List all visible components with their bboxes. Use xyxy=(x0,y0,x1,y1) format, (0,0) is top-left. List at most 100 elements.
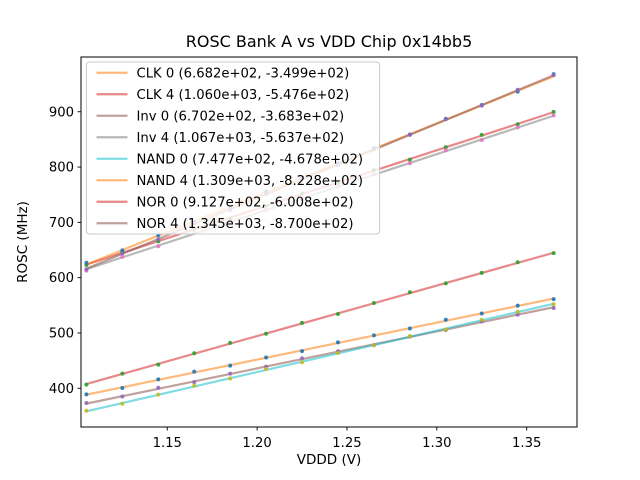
scatter-point-clk-0 xyxy=(479,311,484,316)
scatter-point-nor-4 xyxy=(156,237,161,242)
scatter-point-inv-4 xyxy=(479,138,484,143)
scatter-point-clk-4 xyxy=(551,109,556,114)
fit-line-clk-0 xyxy=(85,297,555,396)
legend-entry: CLK 4 (1.060e+03, -5.476e+02) xyxy=(96,88,350,103)
scatter-point-nand-4 xyxy=(84,260,89,265)
scatter-point-inv-0 xyxy=(551,306,556,311)
scatter-point-nor-0 xyxy=(443,281,448,286)
scatter-point-nand-0 xyxy=(228,376,233,381)
scatter-point-inv-4 xyxy=(515,125,520,130)
scatter-point-nor-4 xyxy=(443,117,448,122)
legend-entry-label: CLK 0 (6.682e+02, -3.499e+02) xyxy=(137,66,350,81)
scatter-point-nor-0 xyxy=(156,362,161,367)
scatter-point-clk-0 xyxy=(264,355,269,360)
scatter-point-nor-0 xyxy=(192,351,197,356)
scatter-point-nand-0 xyxy=(479,317,484,322)
scatter-point-nor-0 xyxy=(515,260,520,265)
scatter-point-nor-0 xyxy=(228,340,233,345)
scatter-point-inv-4 xyxy=(407,161,412,166)
scatter-point-clk-0 xyxy=(192,369,197,374)
scatter-point-clk-0 xyxy=(120,385,125,390)
scatter-point-nor-4 xyxy=(551,73,556,78)
scatter-point-clk-4 xyxy=(407,157,412,162)
scatter-point-nor-0 xyxy=(264,331,269,336)
scatter-point-clk-0 xyxy=(515,303,520,308)
legend-entry: CLK 0 (6.682e+02, -3.499e+02) xyxy=(96,66,350,81)
scatter-point-clk-0 xyxy=(228,363,233,368)
scatter-point-clk-4 xyxy=(479,132,484,137)
scatter-point-clk-0 xyxy=(551,297,556,302)
scatter-point-inv-4 xyxy=(156,244,161,249)
scatter-point-nor-4 xyxy=(84,267,89,272)
plot-frame xyxy=(80,56,578,428)
scatter-point-inv-0 xyxy=(515,312,520,317)
y-tick-label: 700 xyxy=(49,216,74,231)
scatter-point-clk-0 xyxy=(443,317,448,322)
scatter-point-nand-4 xyxy=(120,248,125,253)
scatter-point-nand-0 xyxy=(120,401,125,406)
scatter-point-nor-0 xyxy=(479,270,484,275)
scatter-point-clk-0 xyxy=(84,392,89,397)
scatter-point-clk-0 xyxy=(335,340,340,345)
scatter-point-nor-4 xyxy=(407,132,412,137)
scatter-point-inv-0 xyxy=(300,356,305,361)
fit-line-inv-0 xyxy=(85,306,555,405)
scatter-point-nor-4 xyxy=(479,103,484,108)
scatter-point-nand-0 xyxy=(156,392,161,397)
legend-entry: Inv 0 (6.702e+02, -3.683e+02) xyxy=(96,109,345,124)
legend-entry-label: Inv 0 (6.702e+02, -3.683e+02) xyxy=(137,109,345,124)
scatter-point-nor-0 xyxy=(120,371,125,376)
scatter-point-inv-0 xyxy=(192,380,197,385)
legend-entry: Inv 4 (1.067e+03, -5.637e+02) xyxy=(96,131,345,146)
scatter-point-nand-0 xyxy=(264,366,269,371)
x-tick-label: 1.15 xyxy=(153,436,182,451)
y-axis-label: ROSC (MHz) xyxy=(15,201,31,283)
scatter-point-nor-0 xyxy=(300,320,305,325)
scatter-point-nand-0 xyxy=(407,334,412,339)
scatter-point-nand-0 xyxy=(192,383,197,388)
fit-line-nor-0 xyxy=(85,251,555,386)
legend-entry: NAND 4 (1.309e+03, -8.228e+02) xyxy=(96,174,364,189)
scatter-point-nor-4 xyxy=(515,87,520,92)
scatter-point-nor-0 xyxy=(371,300,376,305)
y-tick-label: 400 xyxy=(49,382,74,397)
scatter-point-nand-0 xyxy=(335,351,340,356)
scatter-point-nand-0 xyxy=(84,408,89,413)
legend-entry: NOR 0 (9.127e+02, -6.008e+02) xyxy=(96,195,354,210)
scatter-point-inv-0 xyxy=(228,371,233,376)
legend-entry-label: NOR 0 (9.127e+02, -6.008e+02) xyxy=(137,195,354,210)
scatter-point-nand-0 xyxy=(300,360,305,365)
x-tick-label: 1.25 xyxy=(332,436,361,451)
fit-line-nand-0 xyxy=(85,302,555,413)
x-axis-label: VDDD (V) xyxy=(297,452,361,468)
legend: CLK 0 (6.682e+02, -3.499e+02) CLK 4 (1.06… xyxy=(86,61,380,235)
scatter-point-clk-4 xyxy=(443,145,448,150)
scatter-point-inv-4 xyxy=(551,113,556,118)
legend-entry-label: NAND 4 (1.309e+03, -8.228e+02) xyxy=(137,174,364,189)
scatter-point-inv-0 xyxy=(156,385,161,390)
legend-entry-label: CLK 4 (1.060e+03, -5.476e+02) xyxy=(137,88,350,103)
scatter-point-clk-4 xyxy=(515,122,520,127)
scatter-point-nand-0 xyxy=(443,327,448,332)
axis-ticks: 1.15 1.20 1.25 1.30 1.35 400 500 600 700 800 900 xyxy=(49,105,542,451)
scatter-point-inv-0 xyxy=(120,394,125,399)
legend-entry: NOR 4 (1.345e+03, -8.700e+02) xyxy=(96,217,354,232)
legend-box xyxy=(86,61,380,235)
scatter-point-nand-0 xyxy=(515,309,520,314)
scatter-point-nor-0 xyxy=(407,290,412,295)
scatter-point-clk-0 xyxy=(156,377,161,382)
x-tick-label: 1.35 xyxy=(512,436,541,451)
scatter-point-nor-4 xyxy=(120,251,125,256)
scatter-point-nor-0 xyxy=(551,251,556,256)
y-tick-label: 500 xyxy=(49,326,74,341)
scatter-point-inv-4 xyxy=(443,148,448,153)
scatter-point-nor-0 xyxy=(335,312,340,317)
legend-entry: NAND 0 (7.477e+02, -4.678e+02) xyxy=(96,152,363,167)
legend-entry-label: Inv 4 (1.067e+03, -5.637e+02) xyxy=(137,131,345,146)
scatter-point-inv-0 xyxy=(84,400,89,405)
scatter-point-clk-0 xyxy=(371,333,376,338)
x-tick-label: 1.20 xyxy=(242,436,271,451)
chart-title: ROSC Bank A vs VDD Chip 0x14bb5 xyxy=(186,32,473,51)
